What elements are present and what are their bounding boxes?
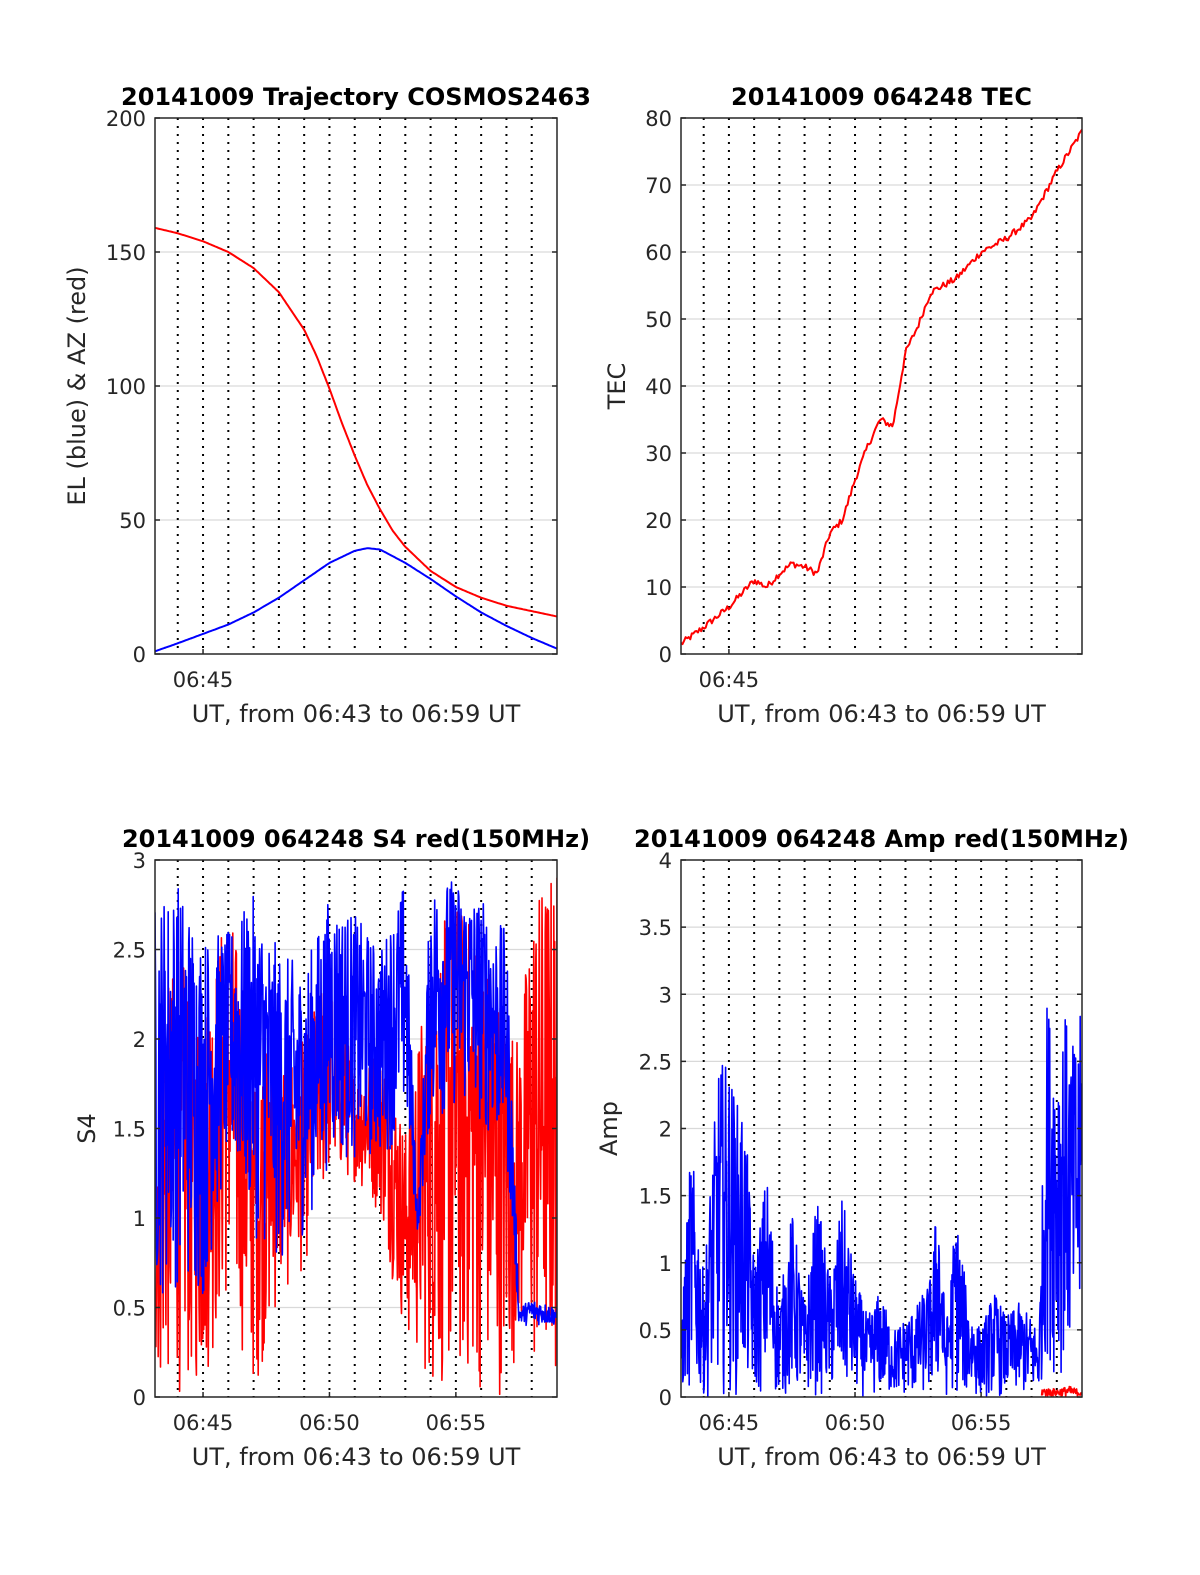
y-tick-label: 50: [119, 509, 146, 533]
chart-title: 20141009 Trajectory COSMOS2463: [121, 83, 591, 111]
y-tick-label: 3: [133, 849, 146, 873]
y-tick-label: 2: [659, 1118, 672, 1142]
y-tick-label: 80: [645, 107, 672, 131]
y-axis-label: TEC: [603, 363, 631, 411]
y-tick-label: 100: [106, 375, 146, 399]
y-tick-label: 70: [645, 174, 672, 198]
x-tick-label: 06:50: [825, 1411, 886, 1435]
y-tick-label: 3.5: [639, 916, 672, 940]
x-axis-label: UT, from 06:43 to 06:59 UT: [192, 700, 521, 728]
y-tick-label: 0.5: [639, 1319, 672, 1343]
x-axis-label: UT, from 06:43 to 06:59 UT: [717, 1443, 1046, 1471]
chart-title: 20141009 064248 Amp red(150MHz): [634, 825, 1129, 853]
y-tick-label: 40: [645, 375, 672, 399]
y-tick-label: 0: [133, 1386, 146, 1410]
y-tick-label: 0.5: [113, 1297, 146, 1321]
y-tick-label: 3: [659, 983, 672, 1007]
x-tick-label: 06:45: [173, 668, 234, 692]
s4-chart: 0 0.5 1 1.5 2 2.5 3 06:45 06:50 06:55 20141009 064…: [73, 825, 590, 1471]
y-tick-label: 0: [659, 1386, 672, 1410]
amp-chart: 0 0.5 1 1.5 2 2.5 3 3.5 4 06:45 06:50 06:55 20141009…: [595, 825, 1129, 1471]
x-axis-label: UT, from 06:43 to 06:59 UT: [192, 1443, 521, 1471]
y-tick-label: 0: [133, 643, 146, 667]
x-tick-label: 06:45: [699, 668, 760, 692]
series-line-0: [155, 226, 557, 618]
y-tick-label: 10: [645, 576, 672, 600]
x-tick-label: 06:45: [173, 1411, 234, 1435]
x-tick-label: 06:45: [699, 1411, 760, 1435]
y-tick-label: 1.5: [639, 1185, 672, 1209]
x-tick-label: 06:55: [951, 1411, 1012, 1435]
series-line-1: [1040, 1385, 1082, 1397]
y-axis-label: S4: [73, 1113, 101, 1144]
y-tick-label: 150: [106, 241, 146, 265]
y-tick-label: 1: [659, 1252, 672, 1276]
x-tick-label: 06:50: [299, 1411, 360, 1435]
chart-title: 20141009 064248 TEC: [731, 83, 1032, 111]
y-tick-label: 2: [133, 1028, 146, 1052]
y-axis-label: EL (blue) & AZ (red): [63, 266, 91, 505]
y-tick-label: 30: [645, 442, 672, 466]
y-tick-label: 1: [133, 1207, 146, 1231]
x-axis-label: UT, from 06:43 to 06:59 UT: [717, 700, 1046, 728]
y-tick-label: 200: [106, 107, 146, 131]
x-tick-label: 06:55: [426, 1411, 487, 1435]
y-tick-label: 2.5: [113, 939, 146, 963]
y-tick-label: 60: [645, 241, 672, 265]
series-line-0: [681, 129, 1082, 646]
series-line-1: [155, 547, 557, 653]
y-tick-label: 20: [645, 509, 672, 533]
tec-chart: 0 10 20 30 40 50 60 70 80 06:45 20141009 064248 TE…: [603, 83, 1083, 728]
y-tick-label: 1.5: [113, 1118, 146, 1142]
y-tick-label: 0: [659, 643, 672, 667]
series-line-1: [155, 881, 557, 1327]
chart-title: 20141009 064248 S4 red(150MHz): [122, 825, 590, 853]
y-tick-label: 2.5: [639, 1050, 672, 1074]
trajectory-chart: 0 50 100 150 200 06:45 20141009 Trajectory COS…: [63, 83, 591, 728]
series-line-0: [681, 1007, 1082, 1397]
y-axis-label: Amp: [595, 1101, 623, 1156]
y-tick-label: 50: [645, 308, 672, 332]
y-tick-label: 4: [659, 849, 672, 873]
